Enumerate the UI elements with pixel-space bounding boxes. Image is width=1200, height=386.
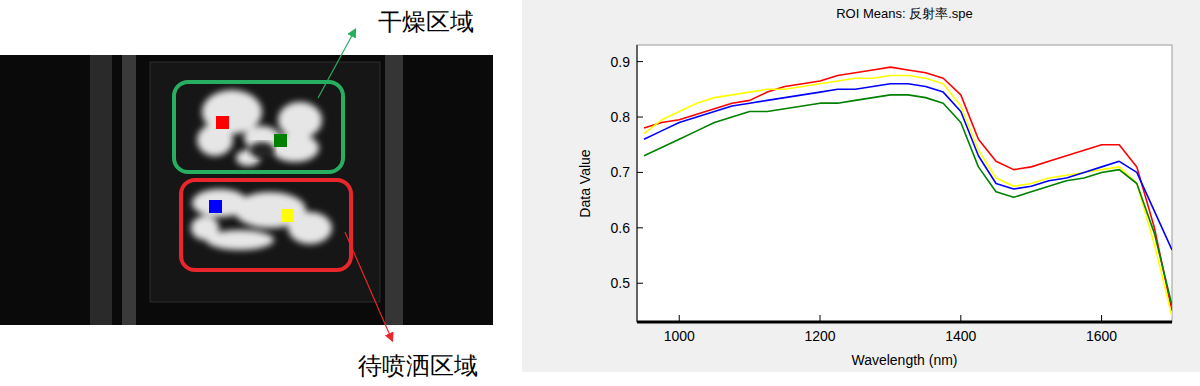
roi-marker [209, 200, 222, 213]
y-tick [637, 117, 643, 118]
x-tick [820, 315, 821, 322]
y-tick [637, 172, 643, 173]
series-lines [644, 67, 1172, 316]
y-tick-label: 0.5 [611, 275, 631, 291]
x-tick-label: 1600 [1086, 328, 1117, 344]
image-bar [385, 55, 403, 325]
x-tick-label: 1400 [945, 328, 976, 344]
x-tick-label: 1000 [664, 328, 695, 344]
y-tick-label: 0.9 [611, 54, 631, 70]
image-bar [122, 55, 136, 325]
y-axis-label: Data Value [577, 149, 593, 217]
region-label: 干燥区域 [378, 8, 474, 35]
x-tick [960, 315, 961, 322]
series-line [644, 67, 1172, 311]
region-box [174, 82, 343, 172]
page: 干燥区域待喷洒区域 ROI Means: 反射率.spe Wavelength (n… [0, 0, 1200, 386]
roi-marker [216, 116, 229, 129]
arrow [318, 30, 355, 98]
chart-title: ROI Means: 反射率.spe [836, 6, 973, 21]
roi-marker [274, 134, 287, 147]
chart-panel [522, 0, 1200, 372]
arrow [345, 232, 392, 340]
sample-blob [191, 216, 219, 240]
y-axis-line [637, 45, 638, 322]
x-tick [679, 315, 680, 322]
y-tick [637, 283, 643, 284]
image-background [0, 55, 493, 325]
region-box [181, 180, 351, 270]
y-tick [637, 61, 643, 62]
y-tick-label: 0.7 [611, 164, 631, 180]
series-line [644, 95, 1172, 306]
region-label: 待喷洒区域 [358, 352, 478, 379]
sample-shadow [250, 142, 274, 158]
x-axis-label: Wavelength (nm) [851, 352, 957, 368]
plot-frame [637, 45, 1172, 322]
sample-blob [271, 134, 319, 162]
image-tray [150, 62, 380, 302]
sample-blob [288, 212, 332, 244]
x-axis-line [637, 321, 1172, 324]
sample-blob [278, 102, 322, 138]
y-tick-label: 0.8 [611, 109, 631, 125]
series-line [644, 84, 1172, 250]
roi-marker [281, 209, 294, 222]
image-bar [90, 55, 112, 325]
hyperspectral-image [0, 55, 493, 325]
x-tick-label: 1200 [804, 328, 835, 344]
y-tick-label: 0.6 [611, 220, 631, 236]
y-tick [637, 227, 643, 228]
x-tick [1101, 315, 1102, 322]
series-line [644, 75, 1172, 316]
